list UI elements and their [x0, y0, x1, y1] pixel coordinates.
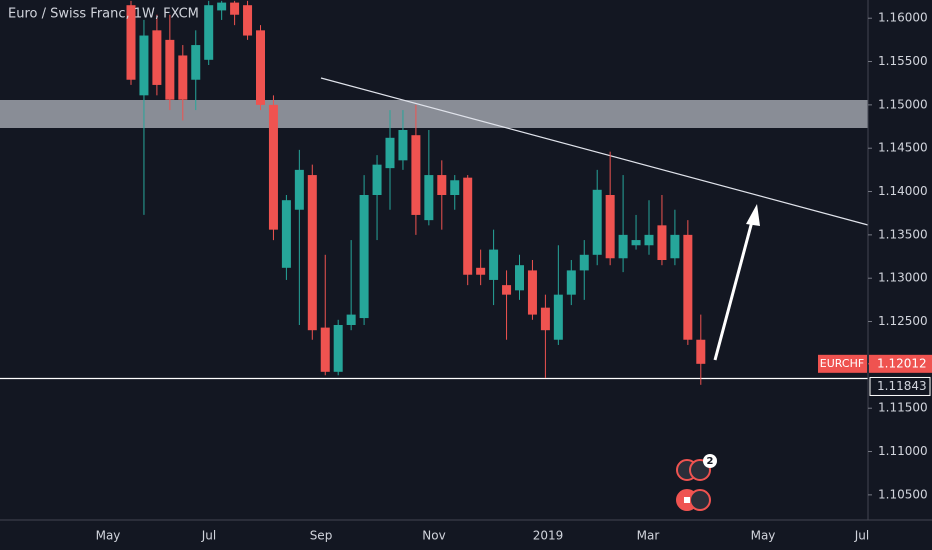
y-tick-label: 1.14000 — [878, 184, 928, 198]
events[interactable]: 2 — [676, 454, 717, 511]
event-icon[interactable] — [689, 489, 711, 511]
candle-body — [333, 325, 343, 372]
candle-body — [437, 175, 447, 195]
candle-body — [152, 30, 162, 85]
candle-body — [385, 137, 395, 169]
x-tick-label: Jul — [201, 529, 216, 543]
candle-body — [268, 104, 278, 230]
candle-body — [320, 327, 330, 372]
x-tick-label: May — [751, 529, 776, 543]
candle-body — [178, 55, 188, 100]
candle-body — [307, 175, 317, 331]
x-tick-label: Nov — [422, 529, 445, 543]
candle-body — [217, 2, 227, 11]
candle-body — [502, 285, 512, 295]
candle-body — [476, 267, 486, 275]
y-tick-label: 1.10500 — [878, 487, 928, 501]
y-tick-label: 1.13000 — [878, 271, 928, 285]
arrow-head — [746, 204, 760, 226]
candle-body — [243, 5, 253, 36]
last-price-box — [869, 354, 932, 373]
chart-title: Euro / Swiss Franc, 1W, FXCM — [8, 7, 199, 22]
y-tick-label: 1.13500 — [878, 227, 928, 241]
support-label-box — [869, 376, 931, 396]
candle-body — [256, 30, 265, 105]
y-tick-label: 1.15000 — [878, 97, 928, 111]
x-tick-label: Sep — [310, 529, 333, 543]
candle-body — [372, 164, 382, 195]
candle-body — [139, 35, 149, 96]
y-tick-label: 1.15500 — [878, 54, 928, 68]
candle-body — [450, 180, 460, 195]
candle-body — [644, 234, 654, 246]
candle-body — [579, 254, 589, 271]
event-badge — [703, 454, 717, 468]
x-tick-label: Jul — [854, 529, 869, 543]
support-label: 1.11843 — [877, 379, 927, 393]
candle-body — [489, 249, 499, 280]
x-tick-label: Mar — [637, 529, 660, 543]
candle-body — [294, 169, 304, 210]
candle-body — [165, 39, 175, 100]
x-tick-label: May — [96, 529, 121, 543]
candle-body — [696, 339, 706, 364]
candle-body — [346, 314, 356, 325]
flag-cross — [684, 497, 690, 503]
candle-body — [670, 234, 680, 259]
trend-line — [320, 77, 869, 226]
candle-body — [553, 294, 563, 340]
candle-body — [515, 265, 524, 291]
arrow-shaft — [713, 213, 756, 361]
y-tick-label: 1.16000 — [878, 11, 928, 25]
symbol-label-box — [818, 354, 867, 373]
candle-body — [566, 270, 576, 295]
y-tick-label: 1.11500 — [878, 401, 928, 415]
candle-body — [605, 195, 615, 259]
candle-body — [463, 177, 473, 275]
y-tick-label: 1.14500 — [878, 141, 928, 155]
candle-body — [126, 5, 136, 80]
candle-body — [204, 5, 214, 60]
event-badge-count: 2 — [707, 456, 714, 467]
candle-body — [618, 234, 628, 259]
y-tick-label: 1.11000 — [878, 444, 928, 458]
candle-body — [191, 45, 201, 80]
candle-body — [281, 200, 291, 268]
candle-body — [424, 175, 434, 221]
x-tick-label: 2019 — [533, 529, 564, 543]
candle-body — [540, 307, 550, 331]
candle-body — [230, 2, 240, 15]
candle-body — [411, 135, 421, 215]
candle-body — [631, 240, 641, 246]
last-price-label: 1.12012 — [877, 356, 927, 370]
symbol-label: EURCHF — [820, 357, 864, 370]
candle-body — [592, 189, 602, 255]
y-tick-label: 1.12500 — [878, 314, 928, 328]
candle-body — [359, 195, 369, 319]
candle-body — [398, 130, 408, 161]
candle-body — [683, 234, 693, 340]
candle-body — [657, 225, 667, 260]
resistance-zone — [0, 100, 868, 128]
candle-body — [527, 270, 537, 315]
